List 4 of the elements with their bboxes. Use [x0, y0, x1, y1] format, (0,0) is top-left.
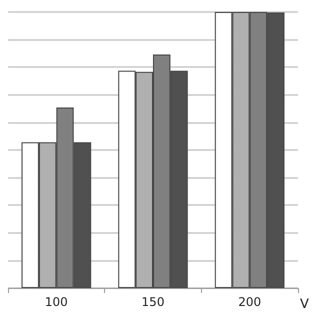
- x-tick-label: 200: [238, 295, 262, 309]
- x-axis-title: V: [300, 297, 309, 312]
- x-tick-label: 150: [142, 295, 164, 309]
- x-tick-label: 100: [44, 295, 68, 309]
